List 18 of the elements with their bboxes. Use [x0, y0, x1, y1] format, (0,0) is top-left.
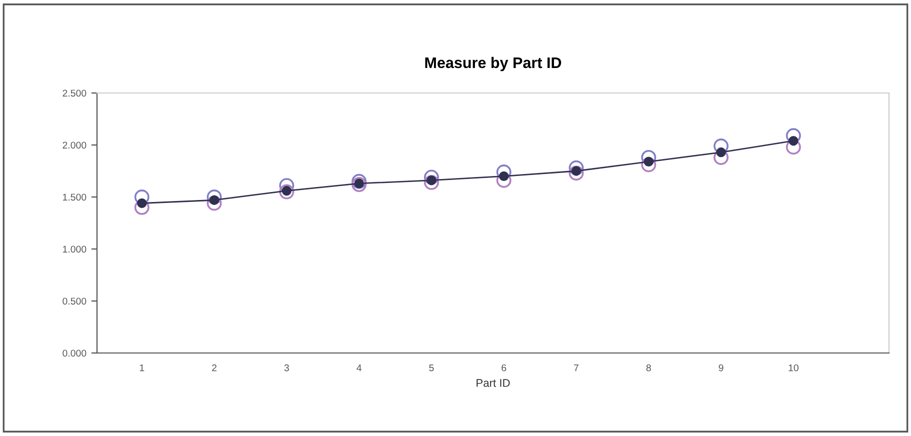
x-tick-label: 5	[429, 364, 434, 372]
chart-title: Measure by Part ID	[425, 56, 562, 72]
y-tick-label: 0.000	[62, 350, 86, 357]
x-tick-label: 7	[574, 364, 578, 372]
x-axis-title: Part ID	[476, 379, 510, 387]
y-tick-label: 1.000	[63, 246, 86, 253]
y-tick-label: 1.500	[63, 194, 86, 201]
x-tick-label: 9	[718, 364, 724, 372]
x-tick-label: 4	[356, 364, 362, 372]
x-tick-label: 10	[788, 364, 798, 372]
x-tick-label: 8	[646, 364, 651, 372]
x-tick-label: 6	[502, 364, 506, 372]
x-tick-label: 2	[212, 364, 216, 372]
y-tick-label: 2.000	[62, 142, 86, 149]
y-tick-label: 2.500	[62, 90, 86, 97]
y-tick-label: 0.500	[62, 298, 86, 305]
x-tick-label: 1	[140, 364, 144, 372]
x-tick-label: 3	[284, 364, 289, 372]
